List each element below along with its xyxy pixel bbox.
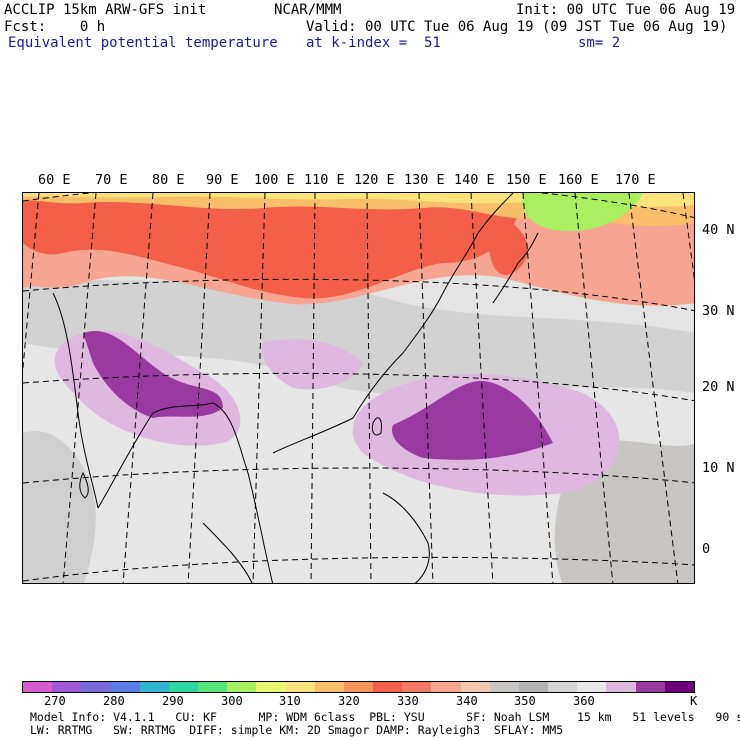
colorbar-swatch	[518, 682, 549, 692]
field-band-red-japan	[489, 213, 528, 275]
map-panel	[22, 192, 695, 584]
lon-label: 90 E	[206, 172, 239, 188]
colorbar-swatch	[256, 682, 286, 692]
colorbar-tick-label: 340	[456, 694, 478, 708]
coastline	[492, 232, 539, 304]
organization: NCAR/MMM	[274, 2, 342, 18]
valid-time: Valid: 00 UTC Tue 06 Aug 19 (09 JST Tue …	[306, 19, 728, 35]
field-purple-india	[83, 331, 223, 418]
coastline	[52, 292, 99, 509]
meridian-line	[252, 193, 266, 583]
meridian-line	[418, 193, 434, 583]
model-level: at k-index = 51	[306, 35, 441, 51]
meridian-line	[682, 193, 694, 280]
meridian-line	[122, 193, 154, 583]
model-info-line2: LW: RRTMG SW: RRTMG DIFF: simple KM: 2D …	[30, 723, 564, 737]
meridian-line	[23, 193, 40, 373]
meridian-line	[62, 193, 97, 583]
meridian-line	[628, 193, 679, 583]
coastline	[272, 292, 444, 454]
smoothing: sm= 2	[578, 35, 621, 51]
model-info-line1: Model Info: V4.1.1 CU: KF MP: WDM 6class…	[30, 710, 740, 724]
lon-label: 80 E	[152, 172, 185, 188]
colorbar	[22, 681, 695, 693]
colorbar-tick-label: 300	[221, 694, 243, 708]
colorbar-tick-label: 350	[514, 694, 536, 708]
colorbar-swatch	[489, 682, 519, 692]
meridian-line	[366, 193, 372, 583]
lon-label: 120 E	[354, 172, 395, 188]
colorbar-tick-label: 330	[397, 694, 419, 708]
coastline	[442, 193, 514, 294]
colorbar-swatch	[577, 682, 607, 692]
colorbar-swatch	[635, 682, 665, 692]
init-time: Init: 00 UTC Tue 06 Aug 19	[516, 2, 736, 18]
lat-label: 40 N	[702, 222, 735, 238]
colorbar-swatch	[198, 682, 228, 692]
meridian-line	[187, 193, 211, 583]
coastline	[202, 522, 253, 583]
meridian-line	[470, 193, 494, 583]
colorbar-tick-label: 310	[279, 694, 301, 708]
colorbar-swatch	[431, 682, 461, 692]
colorbar-swatch	[664, 682, 694, 692]
forecast-hour: Fcst: 0 h	[4, 19, 106, 35]
lon-label: 60 E	[38, 172, 71, 188]
colorbar-swatch	[52, 682, 82, 692]
model-title: ACCLIP 15km ARW-GFS init	[4, 2, 207, 18]
theta-e-field	[23, 193, 694, 583]
lon-label: 130 E	[404, 172, 445, 188]
meridian-line	[574, 193, 614, 583]
colorbar-swatch	[227, 682, 257, 692]
colorbar-swatch	[343, 682, 374, 692]
colorbar-swatch	[23, 682, 53, 692]
lon-label: 150 E	[506, 172, 547, 188]
field-name: Equivalent potential temperature	[8, 35, 278, 51]
lon-label: 100 E	[254, 172, 295, 188]
parallel-line	[23, 556, 694, 582]
colorbar-swatch	[168, 682, 199, 692]
colorbar-swatch	[548, 682, 578, 692]
colorbar-tick-label: 360	[573, 694, 595, 708]
colorbar-tick-label: 270	[44, 694, 66, 708]
meridian-line	[310, 193, 316, 583]
lon-label: 140 E	[454, 172, 495, 188]
colorbar-swatch	[373, 682, 403, 692]
colorbar-swatch	[402, 682, 432, 692]
coastline	[382, 492, 430, 583]
lat-label: 0	[702, 541, 711, 557]
colorbar-tick-label: 290	[162, 694, 184, 708]
field-purple-pacific	[392, 381, 553, 460]
colorbar-tick-label: 320	[338, 694, 360, 708]
colorbar-tick-label: 280	[103, 694, 125, 708]
graticule	[23, 193, 694, 583]
coastline	[79, 471, 89, 499]
lat-label: 10 N	[702, 460, 735, 476]
colorbar-unit: K	[690, 694, 698, 708]
field-band-gray-west	[23, 431, 96, 583]
coastlines	[52, 193, 539, 583]
lon-label: 110 E	[304, 172, 345, 188]
lon-label: 170 E	[615, 172, 656, 188]
colorbar-swatch	[285, 682, 315, 692]
colorbar-swatch	[606, 682, 636, 692]
meridian-line	[522, 193, 554, 583]
colorbar-swatch	[110, 682, 140, 692]
colorbar-swatch	[139, 682, 169, 692]
lon-label: 70 E	[95, 172, 128, 188]
field-purple-light-china	[262, 339, 363, 390]
colorbar-swatch	[460, 682, 490, 692]
colorbar-swatch	[81, 682, 111, 692]
coastline	[372, 417, 382, 436]
coastline	[97, 402, 274, 583]
colorbar-swatch	[314, 682, 344, 692]
field-band-red	[23, 193, 523, 299]
lon-label: 160 E	[558, 172, 599, 188]
lat-label: 30 N	[702, 303, 735, 319]
lat-label: 20 N	[702, 379, 735, 395]
